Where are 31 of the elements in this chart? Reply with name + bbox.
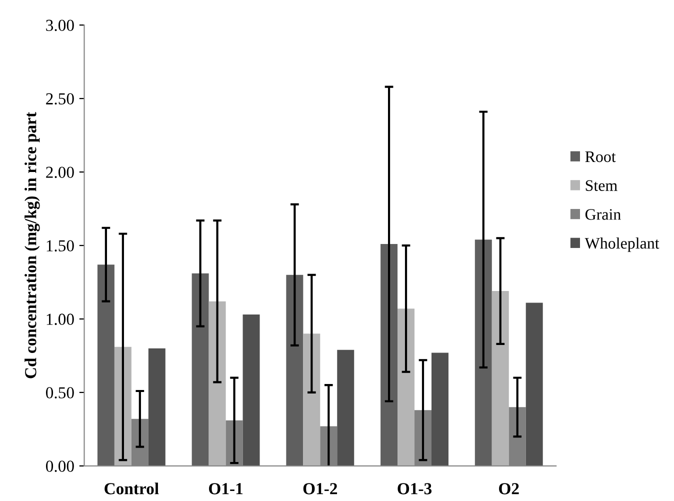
legend-label: Grain: [585, 209, 621, 220]
bar: [208, 301, 226, 466]
bar: [148, 348, 166, 466]
bar: [286, 274, 304, 466]
y-tick-label: 2.00: [46, 166, 74, 178]
x-tick-label: O2: [499, 483, 519, 494]
bar: [337, 350, 354, 466]
y-tick-label: 1.50: [46, 240, 74, 252]
y-tick-label: 0.50: [46, 387, 74, 398]
y-tick-label: 0.00: [46, 460, 74, 472]
bar: [242, 314, 260, 466]
x-tick-label: Control: [104, 482, 159, 494]
bar: [303, 334, 320, 466]
bar: [192, 273, 209, 466]
y-axis-title: Cd concentration (mg/kg) in rice part: [24, 112, 40, 378]
bar: [474, 240, 492, 466]
x-tick-label: O1-2: [303, 483, 338, 494]
bar: [97, 264, 114, 466]
legend-label: Root: [585, 151, 616, 162]
bar: [492, 291, 509, 466]
x-tick-label: O1-1: [209, 483, 243, 494]
x-tick-label: O1-3: [398, 483, 432, 494]
bar: [526, 302, 543, 466]
y-tick-label: 1.00: [46, 314, 74, 325]
bar: [380, 244, 398, 466]
bar: [431, 352, 448, 466]
legend-label: Stem: [586, 180, 618, 191]
legend-label: Wholeplant: [584, 237, 660, 252]
bar: [398, 308, 415, 466]
y-tick-label: 3.00: [46, 20, 74, 32]
y-tick-label: 2.50: [46, 93, 74, 105]
